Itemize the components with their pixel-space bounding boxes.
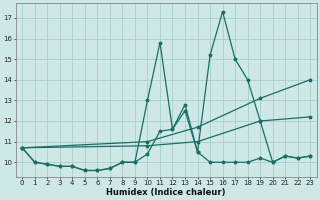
X-axis label: Humidex (Indice chaleur): Humidex (Indice chaleur) [107,188,226,197]
